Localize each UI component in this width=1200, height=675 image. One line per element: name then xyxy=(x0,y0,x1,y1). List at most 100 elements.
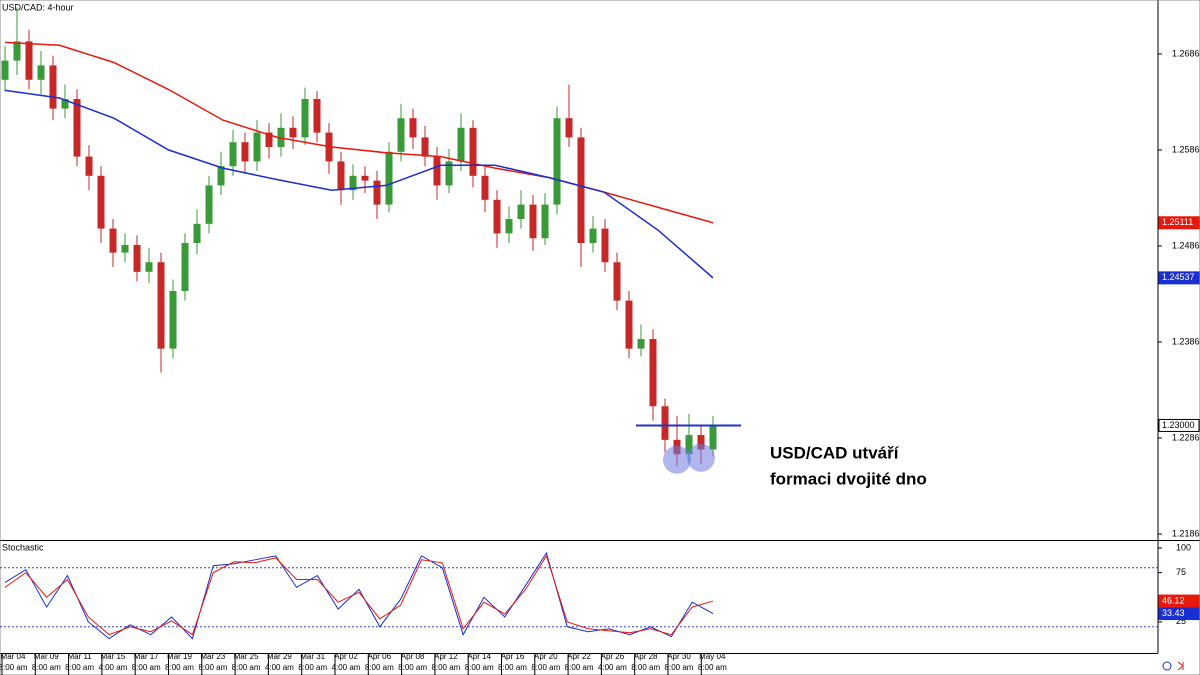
annotation-text: USD/CAD utváří xyxy=(770,443,900,462)
x-tick-label: 8:00 am xyxy=(65,663,94,672)
price-tag-label: 46.12 xyxy=(1162,595,1185,605)
x-tick-label: Mar 09 xyxy=(34,652,59,661)
candle-body xyxy=(37,65,45,80)
candle-body xyxy=(457,127,465,162)
candle-body xyxy=(61,98,69,109)
candle-body xyxy=(409,118,417,138)
candle-body xyxy=(121,244,129,253)
candle-body xyxy=(433,156,441,186)
icon[interactable] xyxy=(1177,661,1184,671)
candle-body xyxy=(577,137,585,244)
price-tag xyxy=(1158,607,1200,621)
candle-body xyxy=(13,41,21,61)
candle-body xyxy=(697,435,705,450)
candle-body xyxy=(25,41,33,80)
y-tick-label: 1.22869 xyxy=(1172,432,1200,442)
candle-body xyxy=(397,118,405,152)
candle-body xyxy=(181,243,189,292)
x-tick-label: Apr 02 xyxy=(334,652,358,661)
x-tick-label: Mar 04 xyxy=(1,652,26,661)
candle-body xyxy=(265,132,273,148)
candle-body xyxy=(385,151,393,205)
candle-body xyxy=(109,228,117,253)
candle-body xyxy=(229,142,237,167)
x-tick-label: 8:00 am xyxy=(32,663,61,672)
candle-body xyxy=(589,228,597,244)
x-tick-label: 8:00 am xyxy=(232,663,261,672)
candle-body xyxy=(313,98,321,133)
footer-icons[interactable] xyxy=(1162,661,1184,671)
candle-body xyxy=(157,262,165,349)
icon[interactable] xyxy=(1162,661,1172,671)
candle-body xyxy=(301,98,309,138)
candle-body xyxy=(145,262,153,272)
candle-body xyxy=(529,204,537,239)
y-tick-label: 75 xyxy=(1176,567,1186,577)
x-tick-label: Apr 14 xyxy=(467,652,491,661)
price-tag-label: 1.25111 xyxy=(1162,217,1193,227)
x-tick-label: Mar 17 xyxy=(134,652,159,661)
candle-body xyxy=(541,204,549,239)
candle-body xyxy=(1,60,9,80)
candle-body xyxy=(289,127,297,138)
x-tick-label: Mar 23 xyxy=(200,652,225,661)
x-tick-label: 8:00 am xyxy=(565,663,594,672)
x-tick-label: 8:00 am xyxy=(365,663,394,672)
y-tick-label: 1.25869 xyxy=(1172,144,1200,154)
candle-body xyxy=(133,244,141,272)
chart-title: USD/CAD: 4-hour xyxy=(2,2,74,12)
candle-body xyxy=(73,98,81,157)
candle-body xyxy=(193,223,201,244)
x-tick-label: 4:00 am xyxy=(265,663,294,672)
candle-body xyxy=(373,180,381,205)
candle-body xyxy=(49,65,57,109)
candle-body xyxy=(517,204,525,220)
candle-body xyxy=(169,291,177,349)
candle-body xyxy=(625,300,633,349)
y-tick-label: 1.21869 xyxy=(1172,528,1200,538)
x-tick-label: Mar 15 xyxy=(100,652,125,661)
candle-body xyxy=(445,161,453,186)
x-tick-label: May 04 xyxy=(699,652,726,661)
y-tick-label: 1.24869 xyxy=(1172,240,1200,250)
x-tick-label: 4:00 am xyxy=(332,663,361,672)
candle-body xyxy=(505,219,513,234)
y-tick-label: 1.23869 xyxy=(1172,336,1200,346)
x-tick-label: 8:00 am xyxy=(165,663,194,672)
x-tick-label: 8:00 am xyxy=(198,663,227,672)
x-tick-label: Mar 29 xyxy=(267,652,292,661)
candle-body xyxy=(469,127,477,176)
x-tick-label: 8:00 am xyxy=(132,663,161,672)
y-tick-label: 1.26869 xyxy=(1172,48,1200,58)
x-tick-label: Apr 26 xyxy=(601,652,625,661)
price-tag xyxy=(1158,271,1200,285)
price-tag-label: 33.43 xyxy=(1162,608,1185,618)
x-tick-label: 8:00 am xyxy=(531,663,560,672)
y-tick-label: 100 xyxy=(1176,542,1191,552)
x-tick-label: Mar 31 xyxy=(300,652,325,661)
stochastic-line xyxy=(4,554,714,636)
candle-body xyxy=(661,406,669,440)
x-tick-label: Apr 30 xyxy=(667,652,691,661)
candle-body xyxy=(553,118,561,205)
price-tag-label: 1.23000 xyxy=(1162,420,1195,430)
bottom-highlight xyxy=(687,443,715,472)
candle-body xyxy=(85,156,93,176)
candle-body xyxy=(709,425,717,450)
moving-average xyxy=(4,89,714,279)
x-tick-label: 8:00 am xyxy=(665,663,694,672)
price-tag xyxy=(1158,418,1200,432)
x-tick-label: Mar 19 xyxy=(167,652,192,661)
candle-body xyxy=(217,166,225,186)
x-tick-label: Apr 12 xyxy=(434,652,458,661)
candle-body xyxy=(253,132,261,162)
candle-body xyxy=(421,137,429,157)
candle-body xyxy=(685,435,693,455)
x-tick-label: 4:00 am xyxy=(98,663,127,672)
x-tick-label: 8:00 am xyxy=(631,663,660,672)
annotation-text: formaci dvojité dno xyxy=(770,469,927,488)
x-tick-label: Apr 08 xyxy=(401,652,425,661)
candle-body xyxy=(493,199,501,234)
panel-title: Stochastic xyxy=(2,542,44,552)
x-tick-label: Apr 16 xyxy=(501,652,525,661)
